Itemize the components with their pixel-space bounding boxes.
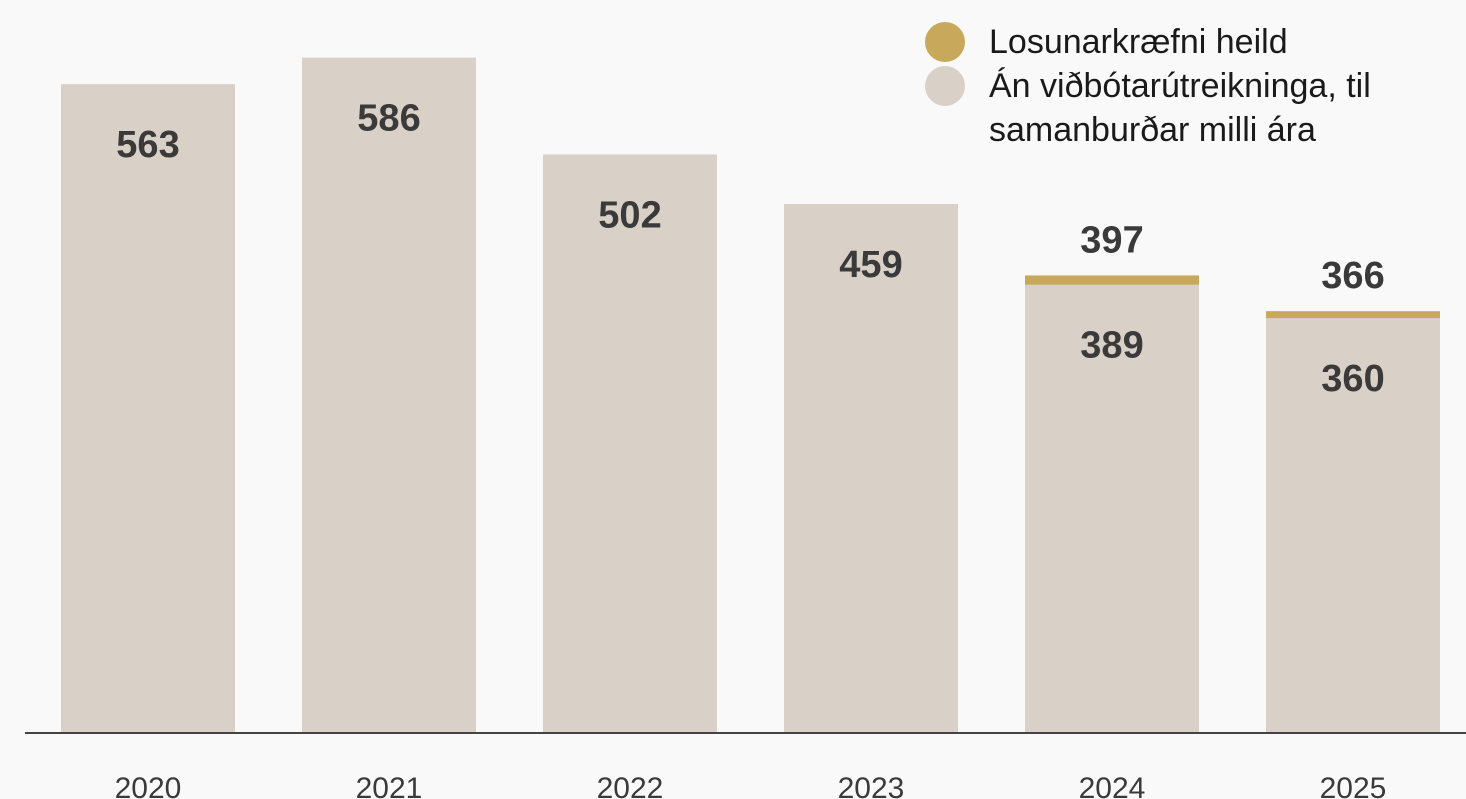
- value-label: 360: [1321, 358, 1384, 400]
- value-label: 586: [357, 98, 420, 140]
- bar: [784, 203, 958, 733]
- value-label: 563: [116, 124, 179, 166]
- legend-swatch: [925, 22, 965, 62]
- x-tick-label: 2024: [1079, 772, 1146, 799]
- legend-item: Án viðbótarútreikninga, til samanburðar …: [925, 64, 1466, 152]
- bar: [61, 84, 235, 733]
- x-tick-label: 2021: [356, 772, 423, 799]
- x-tick-label: 2025: [1320, 772, 1387, 799]
- legend: Losunarkræfni heild Án viðbótarútreikning…: [925, 20, 1466, 152]
- value-label: 502: [598, 194, 661, 236]
- value-label: 366: [1321, 255, 1384, 297]
- value-label: 459: [839, 244, 902, 286]
- legend-label: Án viðbótarútreikninga, til samanburðar …: [989, 67, 1371, 149]
- bar: [1266, 318, 1440, 733]
- value-label: 397: [1080, 219, 1143, 261]
- x-tick-label: 2023: [838, 772, 905, 799]
- legend-item: Losunarkræfni heild: [925, 20, 1466, 64]
- x-tick-label: 2020: [115, 772, 182, 799]
- bar: [302, 57, 476, 733]
- x-tick-label: 2022: [597, 772, 664, 799]
- bar: [543, 154, 717, 733]
- legend-label: Losunarkræfni heild: [989, 23, 1288, 61]
- value-label: 389: [1080, 325, 1143, 367]
- bar: [1025, 284, 1199, 733]
- legend-swatch: [925, 66, 965, 106]
